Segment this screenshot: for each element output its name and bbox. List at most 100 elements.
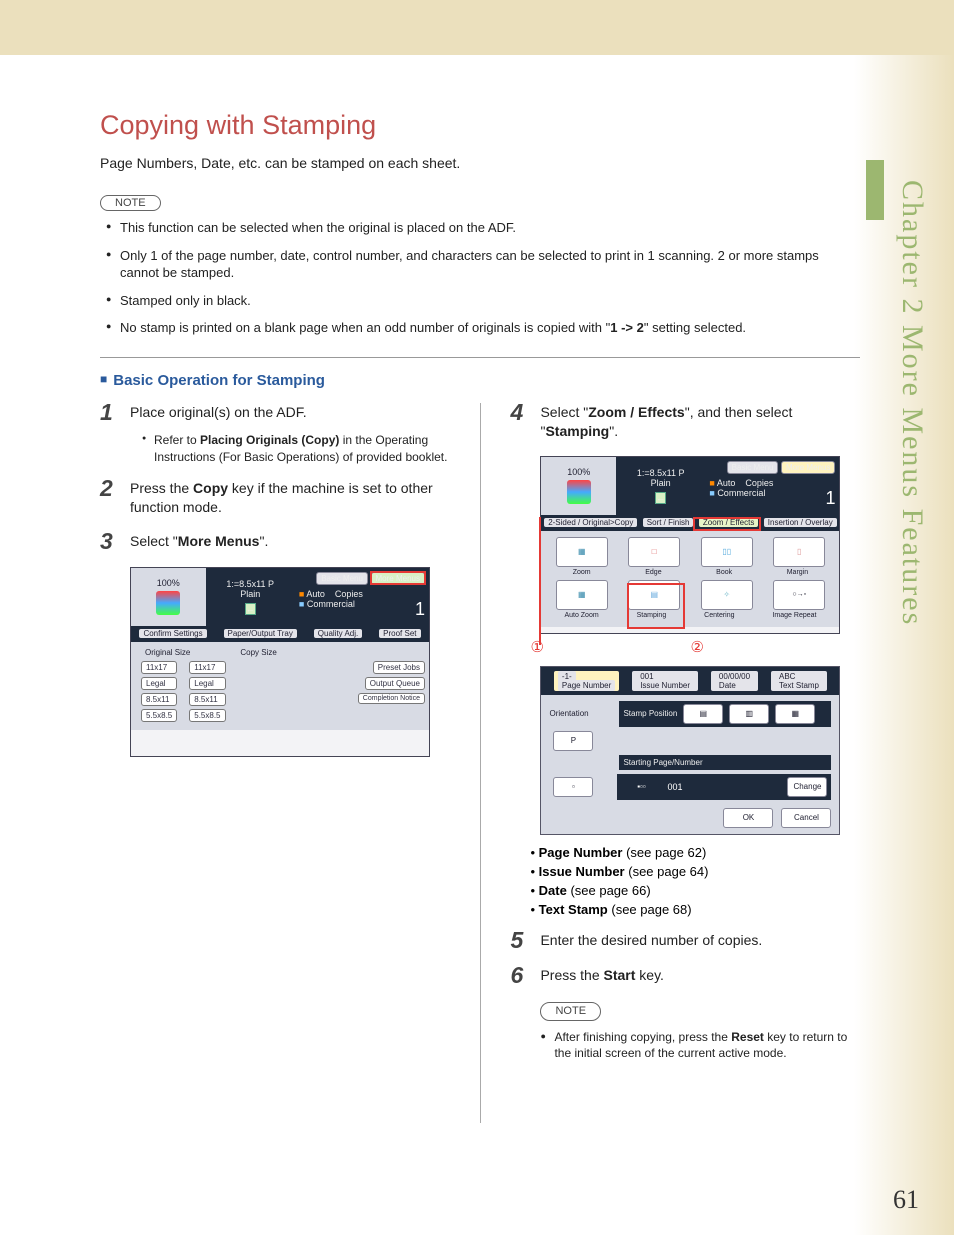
book-button[interactable]: ▯▯ xyxy=(701,537,753,567)
step-body: Place original(s) on the ADF. Refer to P… xyxy=(130,403,450,465)
confirm-settings-tab[interactable]: Confirm Settings xyxy=(139,629,206,638)
size-button[interactable]: Legal xyxy=(189,677,225,690)
size-button[interactable]: 11x17 xyxy=(189,661,225,674)
screenshot-stamp-settings: -1-Page Number 001Issue Number 00/00/00D… xyxy=(540,666,840,835)
starting-label: Starting Page/Number xyxy=(623,758,702,767)
ref-item: Text Stamp (see page 68) xyxy=(530,902,860,917)
paper-tray-tab[interactable]: Paper/Output Tray xyxy=(224,629,297,638)
orientation-button-row: P xyxy=(549,731,831,751)
size-buttons-zone: Original Size Copy Size 11x17 Legal 8.5x… xyxy=(131,642,429,730)
btn-label: Image Repeat xyxy=(772,612,816,619)
btn-label: Edge xyxy=(645,569,661,576)
edge-button[interactable]: □ xyxy=(628,537,680,567)
copy-size-header: Copy Size xyxy=(240,648,276,657)
step-number: 5 xyxy=(510,929,540,952)
step-6: 6 Press the Start key. NOTE After finish… xyxy=(510,966,860,1081)
basic-menu-tab[interactable]: Basic Menu xyxy=(727,461,779,474)
dialog-footer: OK Cancel xyxy=(549,808,831,828)
preview-thumbnail-icon xyxy=(156,591,180,615)
proof-set-tab[interactable]: Proof Set xyxy=(379,629,420,638)
position-option[interactable]: ▦ xyxy=(775,704,815,724)
size-button[interactable]: 11x17 xyxy=(141,661,177,674)
paper-size: 1:=8.5x11 P xyxy=(637,468,685,478)
step-1: 1 Place original(s) on the ADF. Refer to… xyxy=(100,403,450,465)
position-option[interactable]: ▥ xyxy=(729,704,769,724)
size-button[interactable]: 5.5x8.5 xyxy=(141,709,177,722)
page-number: 61 xyxy=(893,1185,919,1215)
reference-list: Page Number (see page 62) Issue Number (… xyxy=(530,845,860,917)
note-item: No stamp is printed on a blank page when… xyxy=(108,319,860,337)
position-band: Stamp Position ▤ ▥ ▦ xyxy=(619,701,831,727)
sort-finish-tab[interactable]: Sort / Finish xyxy=(643,518,694,527)
ref-item: Page Number (see page 62) xyxy=(530,845,860,860)
text-stamp-tab[interactable]: ABCText Stamp xyxy=(771,671,827,691)
callout-1: ① xyxy=(530,638,543,656)
panel-top: 100% 1:=8.5x11 P Plain ← Basic Menu More… xyxy=(131,568,429,626)
ref-item: Date (see page 66) xyxy=(530,883,860,898)
panel-top: 100% 1:=8.5x11 P Plain ← Basic Menu More… xyxy=(541,457,839,515)
zoom-button[interactable]: ▦ xyxy=(556,537,608,567)
copies-count: 1 xyxy=(415,599,425,620)
btn-label: Zoom xyxy=(573,569,591,576)
callout-2: ② xyxy=(690,638,703,656)
size-button[interactable]: Legal xyxy=(141,677,177,690)
step-5: 5 Enter the desired number of copies. xyxy=(510,931,860,952)
btn-label: Book xyxy=(716,569,732,576)
ok-button[interactable]: OK xyxy=(723,808,773,828)
centering-button[interactable]: ✧ xyxy=(701,580,753,610)
size-button[interactable]: 5.5x8.5 xyxy=(189,709,225,722)
btn-label: Centering xyxy=(704,612,734,619)
more-menus-tab[interactable]: More Menus xyxy=(781,461,835,474)
tab-band: Confirm Settings Paper/Output Tray Quali… xyxy=(131,626,429,642)
orientation-button[interactable]: P xyxy=(553,731,593,751)
chapter-title-vertical: Chapter 2 More Menus Features xyxy=(895,180,929,626)
cancel-button[interactable]: Cancel xyxy=(781,808,831,828)
intro-text: Page Numbers, Date, etc. can be stamped … xyxy=(100,155,860,171)
output-queue-button[interactable]: Output Queue xyxy=(365,677,425,690)
square-bullet-icon: ■ xyxy=(100,372,107,386)
basic-menu-tab[interactable]: Basic Menu xyxy=(316,572,368,585)
change-button[interactable]: Change xyxy=(787,777,827,797)
step-4: 4 Select "Zoom / Effects", and then sele… xyxy=(510,403,860,442)
note-item: Only 1 of the page number, date, control… xyxy=(108,247,860,282)
insertion-overlay-tab[interactable]: Insertion / Overlay xyxy=(764,518,837,527)
page-number-tab[interactable]: -1-Page Number xyxy=(554,671,619,691)
format-button[interactable]: ▫ xyxy=(553,777,593,797)
twosided-tab[interactable]: 2-Sided / Original>Copy xyxy=(544,518,637,527)
sub-bullet-item: Refer to Placing Originals (Copy) in the… xyxy=(144,432,450,464)
zoom-effects-tab[interactable]: Zoom / Effects xyxy=(699,518,758,527)
completion-notice-button[interactable]: Completion Notice xyxy=(358,693,425,704)
two-columns: 1 Place original(s) on the ADF. Refer to… xyxy=(100,403,860,1123)
starting-row: Starting Page/Number xyxy=(549,755,831,770)
right-column: 4 Select "Zoom / Effects", and then sele… xyxy=(510,403,860,1123)
preset-jobs-button[interactable]: Preset Jobs xyxy=(373,661,425,674)
arrow-icon: ← xyxy=(655,492,666,504)
quality-tab[interactable]: Quality Adj. xyxy=(314,629,362,638)
stamp-type-tabs: -1-Page Number 001Issue Number 00/00/00D… xyxy=(541,667,839,695)
more-menus-tab[interactable]: More Menus xyxy=(371,572,425,585)
page-title: Copying with Stamping xyxy=(100,110,860,141)
auto-zoom-button[interactable]: ▦ xyxy=(556,580,608,610)
margin-button[interactable]: ▯ xyxy=(773,537,825,567)
orientation-label: Orientation xyxy=(549,709,619,718)
copies-label: Copies xyxy=(745,478,773,488)
size-button[interactable]: 8.5x11 xyxy=(189,693,225,706)
section-heading-text: Basic Operation for Stamping xyxy=(113,372,325,389)
copies-count: 1 xyxy=(825,488,835,509)
note-label: NOTE xyxy=(100,195,161,211)
section-divider xyxy=(100,357,860,358)
step-3: 3 Select "More Menus". xyxy=(100,532,450,553)
note-list: This function can be selected when the o… xyxy=(108,219,860,337)
image-repeat-button[interactable]: ○→▫ xyxy=(773,580,825,610)
date-tab[interactable]: 00/00/00Date xyxy=(711,671,758,691)
orientation-row: Orientation Stamp Position ▤ ▥ ▦ xyxy=(549,701,831,727)
chapter-tab xyxy=(866,160,884,220)
step-body: Select "Zoom / Effects", and then select… xyxy=(540,403,860,442)
stamping-button[interactable]: ▤ xyxy=(628,580,680,610)
number-preview: ▪▫▫ xyxy=(621,777,661,797)
size-button[interactable]: 8.5x11 xyxy=(141,693,177,706)
ref-item: Issue Number (see page 64) xyxy=(530,864,860,879)
issue-number-tab[interactable]: 001Issue Number xyxy=(632,671,698,691)
btn-label: Margin xyxy=(787,569,808,576)
position-option[interactable]: ▤ xyxy=(683,704,723,724)
